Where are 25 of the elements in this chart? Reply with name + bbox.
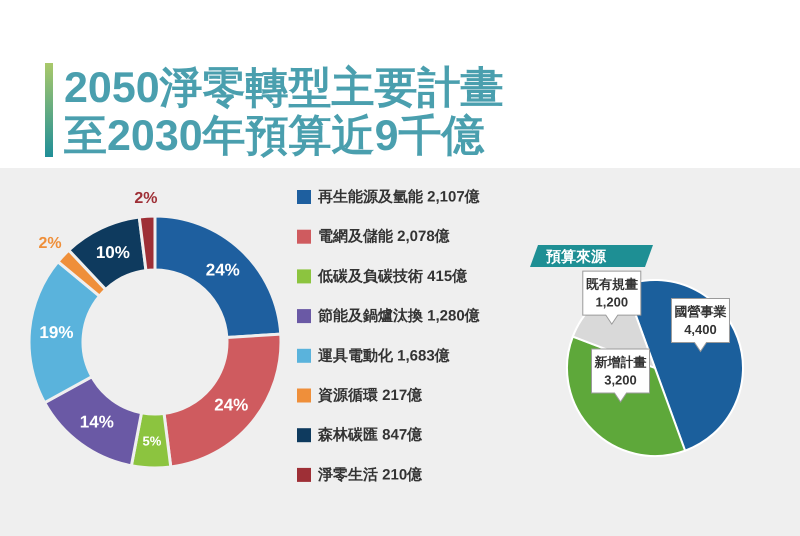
data-label: 2% [38, 234, 62, 252]
data-label: 24% [206, 260, 240, 280]
legend-label: 節能及鍋爐汰換 1,280億 [318, 308, 480, 325]
data-label: 14% [80, 412, 114, 432]
legend-label: 森林碳匯 847億 [318, 426, 422, 444]
legend-label: 淨零生活 210億 [318, 466, 422, 484]
data-label: 1,200 [596, 294, 628, 310]
title: 預算來源 [546, 248, 606, 266]
data-label: 19% [39, 323, 74, 342]
data-label: 4,400 [684, 322, 717, 337]
legend-label: 電網及儲能 2,078億 [318, 228, 450, 246]
legend-label: 再生能源及氫能 2,107億 [318, 188, 480, 206]
data-label: 3,200 [604, 372, 637, 388]
category-label: 新增計畫 [594, 354, 646, 370]
data-label: 2% [134, 190, 158, 207]
legend-label: 低碳及負碳技術 415億 [318, 268, 468, 285]
category-label: 既有規畫 [586, 276, 638, 292]
data-label: 5% [142, 433, 162, 448]
subtitle: 至2030年預算近9千億 [64, 112, 485, 160]
title: 2050淨零轉型主要計畫 [64, 64, 504, 112]
category-label: 國營事業 [674, 304, 726, 319]
legend-label: 運具電動化 1,683億 [318, 347, 450, 364]
data-label: 24% [214, 396, 248, 415]
data-label: 10% [96, 242, 130, 262]
legend-label: 資源循環 217億 [318, 387, 422, 404]
